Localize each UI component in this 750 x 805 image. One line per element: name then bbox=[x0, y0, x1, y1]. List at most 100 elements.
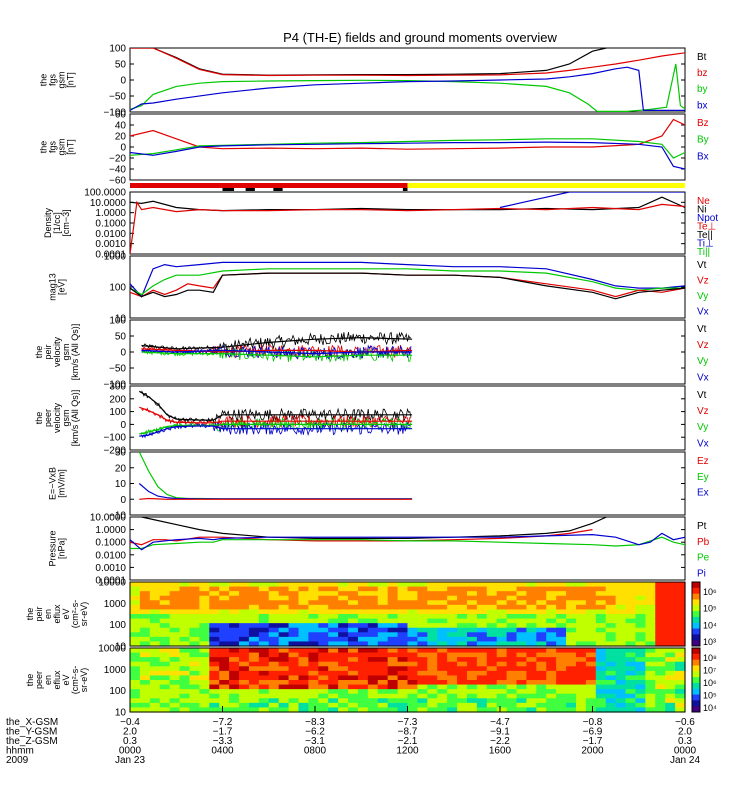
spectrogram-cell bbox=[139, 657, 151, 663]
spectrogram-cell bbox=[179, 670, 191, 677]
legend-item: Ey bbox=[697, 472, 709, 483]
spectrogram-cell bbox=[298, 661, 309, 667]
spectrogram-cell bbox=[645, 675, 656, 681]
spectrogram-cell bbox=[348, 648, 359, 654]
series-line-Pt bbox=[138, 517, 607, 539]
spectrogram-cell bbox=[377, 657, 389, 663]
spectrogram-cell bbox=[556, 648, 567, 654]
y-tick-label: −100 bbox=[103, 433, 126, 444]
spectrogram-cell bbox=[417, 652, 428, 658]
spectrogram-cell bbox=[556, 586, 567, 592]
legend-item: Vz bbox=[697, 340, 709, 351]
series-group bbox=[130, 517, 685, 551]
spectrogram-cell bbox=[348, 600, 359, 606]
spectrogram-cell bbox=[278, 702, 290, 709]
spectrogram-cell bbox=[318, 591, 329, 597]
spectrogram-cell bbox=[417, 689, 428, 695]
spectrogram-cell bbox=[675, 623, 686, 629]
spectrogram-cell bbox=[189, 582, 200, 588]
spectrogram-cell bbox=[655, 684, 666, 690]
spectrogram-cell bbox=[357, 627, 369, 633]
spectrogram-cell bbox=[248, 600, 260, 606]
y-tick-label: −50 bbox=[109, 92, 126, 103]
spectrogram-cell bbox=[437, 591, 448, 597]
spectrogram-cell bbox=[298, 604, 309, 611]
spectrogram-cell bbox=[199, 657, 210, 663]
spectrogram-cell bbox=[506, 641, 518, 647]
spectrogram-cell bbox=[437, 582, 448, 588]
series-line-Ne bbox=[130, 200, 685, 254]
spectrogram-cell bbox=[675, 680, 686, 686]
spectrogram-cell bbox=[308, 702, 319, 709]
spectrogram-cell bbox=[348, 661, 359, 667]
spectrogram-cell bbox=[526, 632, 537, 638]
series-line-blue bbox=[130, 261, 685, 298]
spectrogram-cell bbox=[199, 609, 210, 615]
panel-frame bbox=[129, 255, 686, 319]
spectrogram-cell bbox=[457, 591, 468, 597]
series-line-Npot bbox=[499, 192, 685, 209]
spectrogram-cell bbox=[546, 582, 557, 588]
series-line-Vt bbox=[138, 390, 413, 421]
spectrogram-cell bbox=[625, 648, 637, 654]
spectrogram-cell bbox=[407, 666, 419, 672]
spectrogram-cell bbox=[149, 618, 161, 624]
spectrogram-cell bbox=[338, 623, 349, 629]
y-label-line: [nT] bbox=[66, 72, 76, 88]
spectrogram-cell bbox=[248, 661, 260, 667]
spectrogram-cell bbox=[169, 689, 181, 695]
spectrogram-cell bbox=[437, 707, 448, 713]
spectrogram-cell bbox=[179, 627, 191, 633]
spectrogram-cell bbox=[367, 702, 379, 709]
spectrogram-cell bbox=[466, 661, 478, 667]
spectrogram-cell bbox=[476, 684, 488, 690]
spectrogram-cell bbox=[466, 666, 478, 672]
colorbar-segment bbox=[692, 634, 700, 641]
spectrogram-cell bbox=[585, 614, 597, 620]
spectrogram-cell bbox=[466, 591, 478, 597]
spectrogram-cell bbox=[427, 582, 438, 588]
spectrogram-cell bbox=[635, 591, 646, 597]
spectrogram-cell bbox=[397, 675, 409, 681]
spectrogram-cell bbox=[546, 698, 557, 704]
spectrogram-cell bbox=[308, 600, 319, 606]
spectrogram-cell bbox=[348, 702, 359, 709]
spectrogram-cell bbox=[199, 666, 210, 672]
spectrogram-cell bbox=[556, 702, 567, 709]
y-tick-label: −100 bbox=[103, 108, 126, 119]
x-row-value: 0000 bbox=[674, 746, 697, 757]
spectrogram-cell bbox=[219, 648, 230, 654]
spectrogram-cell bbox=[546, 614, 557, 620]
spectrogram-cell bbox=[139, 586, 151, 592]
spectrogram-cell bbox=[566, 652, 577, 658]
spectrogram-cell bbox=[189, 641, 200, 647]
y-tick-label: 100 bbox=[109, 407, 126, 418]
spectrogram-cell bbox=[377, 661, 389, 667]
status-tick bbox=[273, 188, 283, 191]
spectrogram-cell bbox=[288, 609, 300, 615]
y-axis-label: thefgsgsm[nT] bbox=[39, 71, 76, 88]
spectrogram-cell bbox=[169, 675, 181, 681]
spectrogram-cell bbox=[348, 698, 359, 704]
x-row-value: −9.1 bbox=[490, 727, 510, 738]
x-row-value: 0.3 bbox=[678, 736, 692, 747]
spectrogram-cell bbox=[308, 680, 319, 686]
spectrogram-cell bbox=[407, 698, 419, 704]
spectrogram-cell bbox=[318, 623, 329, 629]
spectrogram-cell bbox=[338, 661, 349, 667]
spectrogram-cell bbox=[209, 648, 220, 654]
y-tick-label: 0.0100 bbox=[95, 229, 126, 240]
spectrogram-cell bbox=[615, 595, 627, 601]
spectrogram-cell bbox=[496, 689, 508, 695]
spectrogram-cell bbox=[357, 707, 369, 713]
spectrogram-cell bbox=[199, 591, 210, 597]
spectrogram-cell bbox=[665, 652, 676, 658]
spectrogram-cell bbox=[447, 675, 458, 681]
spectrogram-cell bbox=[556, 609, 567, 615]
spectrogram-cell bbox=[447, 666, 458, 672]
spectrogram-cell bbox=[516, 693, 528, 699]
spectrogram-cell bbox=[169, 586, 181, 592]
spectrogram-cell bbox=[179, 680, 191, 686]
spectrogram-cell bbox=[417, 693, 428, 699]
